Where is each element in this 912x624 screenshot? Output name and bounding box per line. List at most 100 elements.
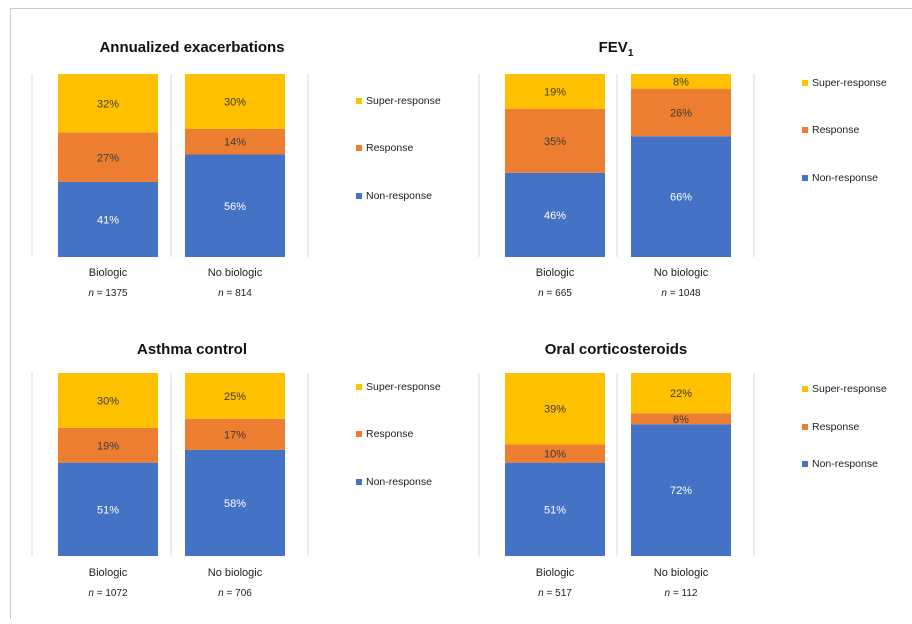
category-label: Biologic bbox=[536, 567, 575, 579]
sample-size-label: n = 706 bbox=[218, 588, 252, 599]
legend-swatch-response bbox=[802, 127, 808, 133]
data-label-super-response: 30% bbox=[97, 395, 119, 407]
legend-label-non-response: Non-response bbox=[366, 190, 432, 202]
data-label-response: 6% bbox=[673, 414, 689, 426]
data-label-response: 35% bbox=[544, 136, 566, 148]
data-label-response: 26% bbox=[670, 107, 692, 119]
data-label-super-response: 32% bbox=[97, 98, 119, 110]
frame-top-border bbox=[10, 8, 912, 9]
chart-title: Oral corticosteroids bbox=[545, 341, 688, 358]
legend-swatch-non-response bbox=[802, 461, 808, 467]
category-label: Biologic bbox=[89, 267, 128, 279]
data-label-super-response: 19% bbox=[544, 86, 566, 98]
category-label: Biologic bbox=[536, 267, 575, 279]
data-label-non-response: 66% bbox=[670, 192, 692, 204]
legend-label-super-response: Super-response bbox=[812, 383, 887, 395]
frame-left-border bbox=[10, 8, 11, 619]
legend-swatch-super-response bbox=[356, 98, 362, 104]
bar-non-response-2 bbox=[185, 449, 285, 556]
legend-label-super-response: Super-response bbox=[366, 95, 441, 107]
bar-response-1 bbox=[58, 132, 158, 182]
category-label: No biologic bbox=[654, 267, 709, 279]
data-label-super-response: 39% bbox=[544, 404, 566, 416]
bar-response-2 bbox=[185, 128, 285, 155]
legend-swatch-super-response bbox=[356, 384, 362, 390]
sample-size-label: n = 814 bbox=[218, 288, 252, 299]
bar-super-response-2 bbox=[631, 74, 731, 89]
bar-response-1 bbox=[58, 427, 158, 463]
bar-super-response-1 bbox=[505, 373, 605, 445]
chart-title: FEV1 bbox=[599, 39, 634, 59]
bar-super-response-2 bbox=[185, 373, 285, 419]
sample-size-label: n = 517 bbox=[538, 588, 572, 599]
legend-label-non-response: Non-response bbox=[812, 458, 878, 470]
data-label-super-response: 22% bbox=[670, 388, 692, 400]
bar-non-response-1 bbox=[505, 462, 605, 556]
chart-panel-1: Annualized exacerbations 41% 27% 32% Biologi… bbox=[31, 39, 441, 299]
legend-swatch-response bbox=[802, 424, 808, 430]
legend-swatch-super-response bbox=[802, 386, 808, 392]
data-label-super-response: 30% bbox=[224, 96, 246, 108]
category-label: No biologic bbox=[208, 267, 263, 279]
bar-super-response-1 bbox=[505, 74, 605, 109]
data-label-response: 19% bbox=[97, 440, 119, 452]
bar-response-2 bbox=[631, 413, 731, 425]
bar-non-response-2 bbox=[631, 424, 731, 556]
bar-response-2 bbox=[631, 88, 731, 137]
data-label-response: 14% bbox=[224, 137, 246, 149]
data-label-non-response: 56% bbox=[224, 201, 246, 213]
bar-response-1 bbox=[505, 108, 605, 173]
sample-size-label: n = 112 bbox=[665, 588, 698, 599]
category-label: No biologic bbox=[654, 567, 709, 579]
data-label-non-response: 46% bbox=[544, 210, 566, 222]
legend-label-response: Response bbox=[366, 428, 413, 440]
bar-super-response-1 bbox=[58, 373, 158, 428]
bar-non-response-1 bbox=[505, 172, 605, 257]
legend-label-response: Response bbox=[812, 421, 859, 433]
data-label-non-response: 51% bbox=[97, 504, 119, 516]
data-label-response: 27% bbox=[97, 152, 119, 164]
sample-size-label: n = 665 bbox=[538, 288, 572, 299]
bar-non-response-2 bbox=[185, 154, 285, 257]
legend-label-super-response: Super-response bbox=[366, 381, 441, 393]
chart-title: Asthma control bbox=[137, 341, 247, 358]
sample-size-label: n = 1072 bbox=[88, 588, 128, 599]
legend-swatch-response bbox=[356, 145, 362, 151]
legend-swatch-response bbox=[356, 431, 362, 437]
bar-super-response-1 bbox=[58, 74, 158, 133]
category-label: No biologic bbox=[208, 567, 263, 579]
chart-panel-3: Asthma control 51% 19% 30% Biologic n = 1072 5… bbox=[31, 341, 441, 599]
legend-swatch-non-response bbox=[356, 193, 362, 199]
bar-response-1 bbox=[505, 444, 605, 463]
data-label-non-response: 58% bbox=[224, 498, 246, 510]
legend-label-super-response: Super-response bbox=[812, 77, 887, 89]
legend-swatch-non-response bbox=[356, 479, 362, 485]
legend-label-response: Response bbox=[812, 124, 859, 136]
bar-super-response-2 bbox=[185, 74, 285, 129]
legend-swatch-super-response bbox=[802, 80, 808, 86]
bar-super-response-2 bbox=[631, 373, 731, 414]
chart-title: Annualized exacerbations bbox=[99, 39, 284, 56]
bar-non-response-2 bbox=[631, 136, 731, 257]
legend-label-response: Response bbox=[366, 142, 413, 154]
data-label-super-response: 8% bbox=[673, 76, 689, 88]
sample-size-label: n = 1375 bbox=[88, 288, 128, 299]
bar-non-response-1 bbox=[58, 181, 158, 257]
legend-label-non-response: Non-response bbox=[812, 172, 878, 184]
data-label-non-response: 72% bbox=[670, 485, 692, 497]
legend-label-non-response: Non-response bbox=[366, 476, 432, 488]
chart-panel-2: FEV1 46% 35% 19% Biologic n = 665 66% 26% 8% No b… bbox=[478, 39, 887, 299]
bar-response-2 bbox=[185, 418, 285, 450]
data-label-super-response: 25% bbox=[224, 391, 246, 403]
sample-size-label: n = 1048 bbox=[661, 288, 701, 299]
data-label-response: 10% bbox=[544, 449, 566, 461]
chart-panel-4: Oral corticosteroids 51% 10% 39% Biologic n =… bbox=[478, 341, 887, 599]
data-label-non-response: 51% bbox=[544, 504, 566, 516]
data-label-non-response: 41% bbox=[97, 214, 119, 226]
category-label: Biologic bbox=[89, 567, 128, 579]
data-label-response: 17% bbox=[224, 429, 246, 441]
bar-non-response-1 bbox=[58, 462, 158, 556]
legend-swatch-non-response bbox=[802, 175, 808, 181]
